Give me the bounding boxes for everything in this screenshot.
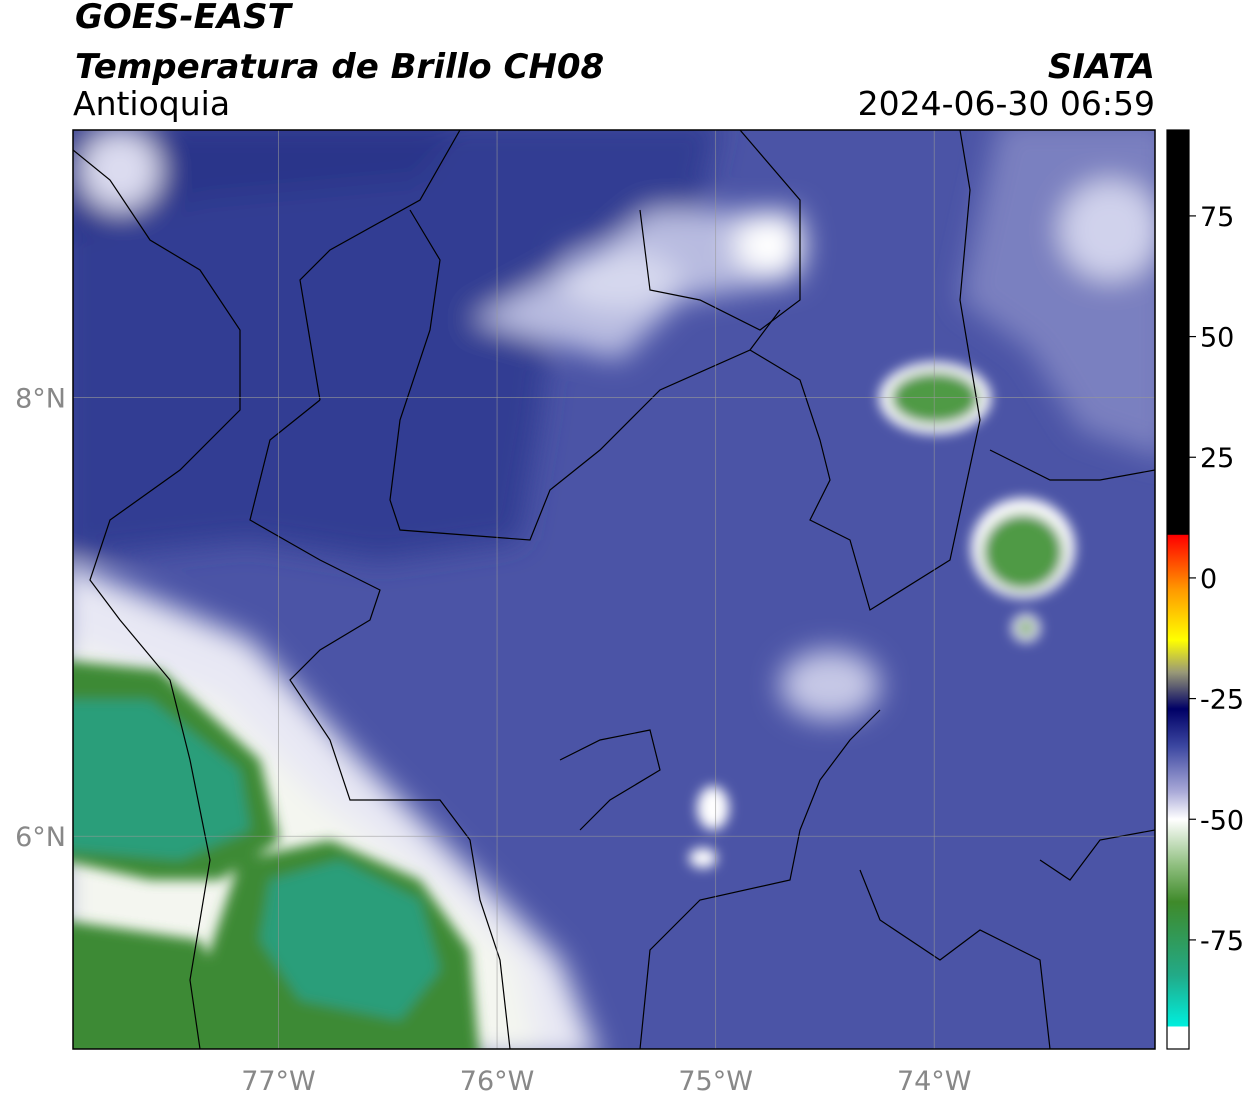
colorbar-tick-label: 75: [1200, 202, 1234, 233]
colorbar-tick-label: -25: [1200, 685, 1244, 716]
colorbar-tick-label: -50: [1200, 805, 1244, 836]
borders: [73, 130, 1155, 1049]
colorbar-tick-label: 25: [1200, 443, 1234, 474]
lon-tick-label: 74°W: [897, 1066, 972, 1097]
map-frame: [72, 129, 1156, 1050]
graticule: [73, 130, 1155, 1049]
satellite-image: [73, 130, 1155, 1049]
colorbar-tick-label: -75: [1200, 926, 1244, 957]
subtitle: Temperatura de Brillo CH08: [75, 47, 604, 87]
lon-tick-label: 75°W: [678, 1066, 753, 1097]
region: Antioquia: [73, 84, 230, 123]
lon-tick-label: 77°W: [241, 1066, 316, 1097]
colorbar: [1166, 129, 1190, 1050]
lon-tick-label: 76°W: [460, 1066, 535, 1097]
lat-tick-label: 6°N: [15, 822, 66, 853]
source: SIATA: [1048, 47, 1155, 87]
title: GOES-EAST: [75, 0, 294, 37]
timestamp: 2024-06-30 06:59: [858, 84, 1155, 123]
lat-tick-label: 8°N: [15, 384, 66, 415]
colorbar-tick-label: 0: [1200, 564, 1217, 595]
colorbar-tick-label: 50: [1200, 323, 1234, 354]
